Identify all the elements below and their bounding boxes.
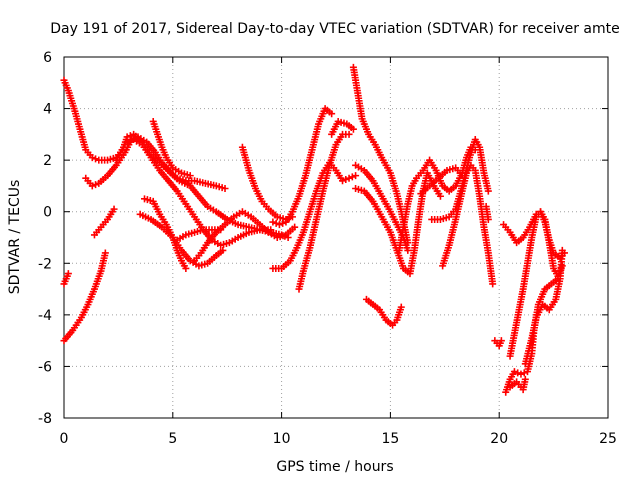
series-arc24 xyxy=(439,161,497,288)
series-arc12 xyxy=(238,143,296,223)
chart-title: Day 191 of 2017, Sidereal Day-to-day VTE… xyxy=(50,21,620,37)
y-tick-label: -4 xyxy=(38,308,52,324)
series-arc5 xyxy=(90,205,118,239)
data-point xyxy=(269,218,277,226)
data-point xyxy=(345,130,353,138)
data-point xyxy=(397,303,405,311)
y-tick-label: 6 xyxy=(43,50,52,66)
data-point xyxy=(521,375,529,383)
data-point xyxy=(182,264,190,272)
data-point xyxy=(510,368,518,376)
y-tick-label: -2 xyxy=(38,256,52,272)
data-point xyxy=(221,185,229,193)
series-arc20 xyxy=(362,295,405,329)
series-arc13 xyxy=(269,105,336,229)
data-point xyxy=(520,369,528,377)
data-point xyxy=(101,249,109,257)
tick-labels: 0 5 10 15 20 25 -8 -6 -4 -2 0 2 4 6 xyxy=(38,50,617,447)
y-tick-label: 4 xyxy=(43,102,52,118)
data-point xyxy=(275,221,283,229)
series-arc26 xyxy=(491,337,505,350)
data-point xyxy=(404,246,412,254)
data-point xyxy=(88,182,96,190)
data-point xyxy=(123,133,131,141)
x-tick-label: 0 xyxy=(60,431,69,447)
data-point xyxy=(484,215,492,223)
data-point xyxy=(436,192,444,200)
x-tick-label: 5 xyxy=(168,431,177,447)
series-arc31 xyxy=(521,246,566,368)
data-point xyxy=(92,181,100,189)
series-arc11 xyxy=(191,208,299,265)
data-point xyxy=(484,187,492,195)
y-tick-label: 0 xyxy=(43,205,52,221)
x-tick-label: 10 xyxy=(273,431,291,447)
data-point xyxy=(272,219,280,227)
data-marks xyxy=(60,63,568,396)
data-point xyxy=(489,280,497,288)
y-tick-label: -8 xyxy=(38,411,52,427)
x-tick-label: 25 xyxy=(599,431,617,447)
series-arc3 xyxy=(60,249,109,345)
x-tick-label: 20 xyxy=(490,431,508,447)
data-point xyxy=(110,205,118,213)
plot-frame xyxy=(63,56,609,419)
data-point xyxy=(279,219,287,227)
data-point xyxy=(342,175,350,183)
data-point xyxy=(339,177,347,185)
series-arc9 xyxy=(149,117,194,180)
series-arc8 xyxy=(141,195,190,272)
series-arc25 xyxy=(482,203,492,223)
data-point xyxy=(349,125,357,133)
data-point xyxy=(558,246,566,254)
series-arc14 xyxy=(269,159,360,272)
data-point xyxy=(186,172,194,180)
series-arc16 xyxy=(328,117,357,138)
grid xyxy=(64,57,608,418)
series-arc2 xyxy=(60,270,72,288)
series-arc29 xyxy=(506,375,529,394)
y-tick-label: 2 xyxy=(43,153,52,169)
series-arc15 xyxy=(295,130,353,293)
data-point xyxy=(64,270,72,278)
data-point xyxy=(517,370,525,378)
data-point xyxy=(352,172,360,180)
x-axis-label: GPS time / hours xyxy=(276,459,393,475)
data-point xyxy=(345,174,353,182)
data-point xyxy=(328,110,336,118)
data-point xyxy=(348,173,356,181)
data-point xyxy=(88,154,96,162)
series-arc30 xyxy=(506,208,566,360)
data-point xyxy=(514,369,522,377)
y-tick-label: -6 xyxy=(38,359,52,375)
y-axis-label: SDTVAR / TECUs xyxy=(7,180,23,295)
x-tick-label: 15 xyxy=(381,431,399,447)
data-point xyxy=(291,223,299,231)
data-point xyxy=(219,246,227,254)
data-point xyxy=(497,337,505,345)
data-point xyxy=(92,155,100,163)
series-arc18 xyxy=(352,161,412,254)
